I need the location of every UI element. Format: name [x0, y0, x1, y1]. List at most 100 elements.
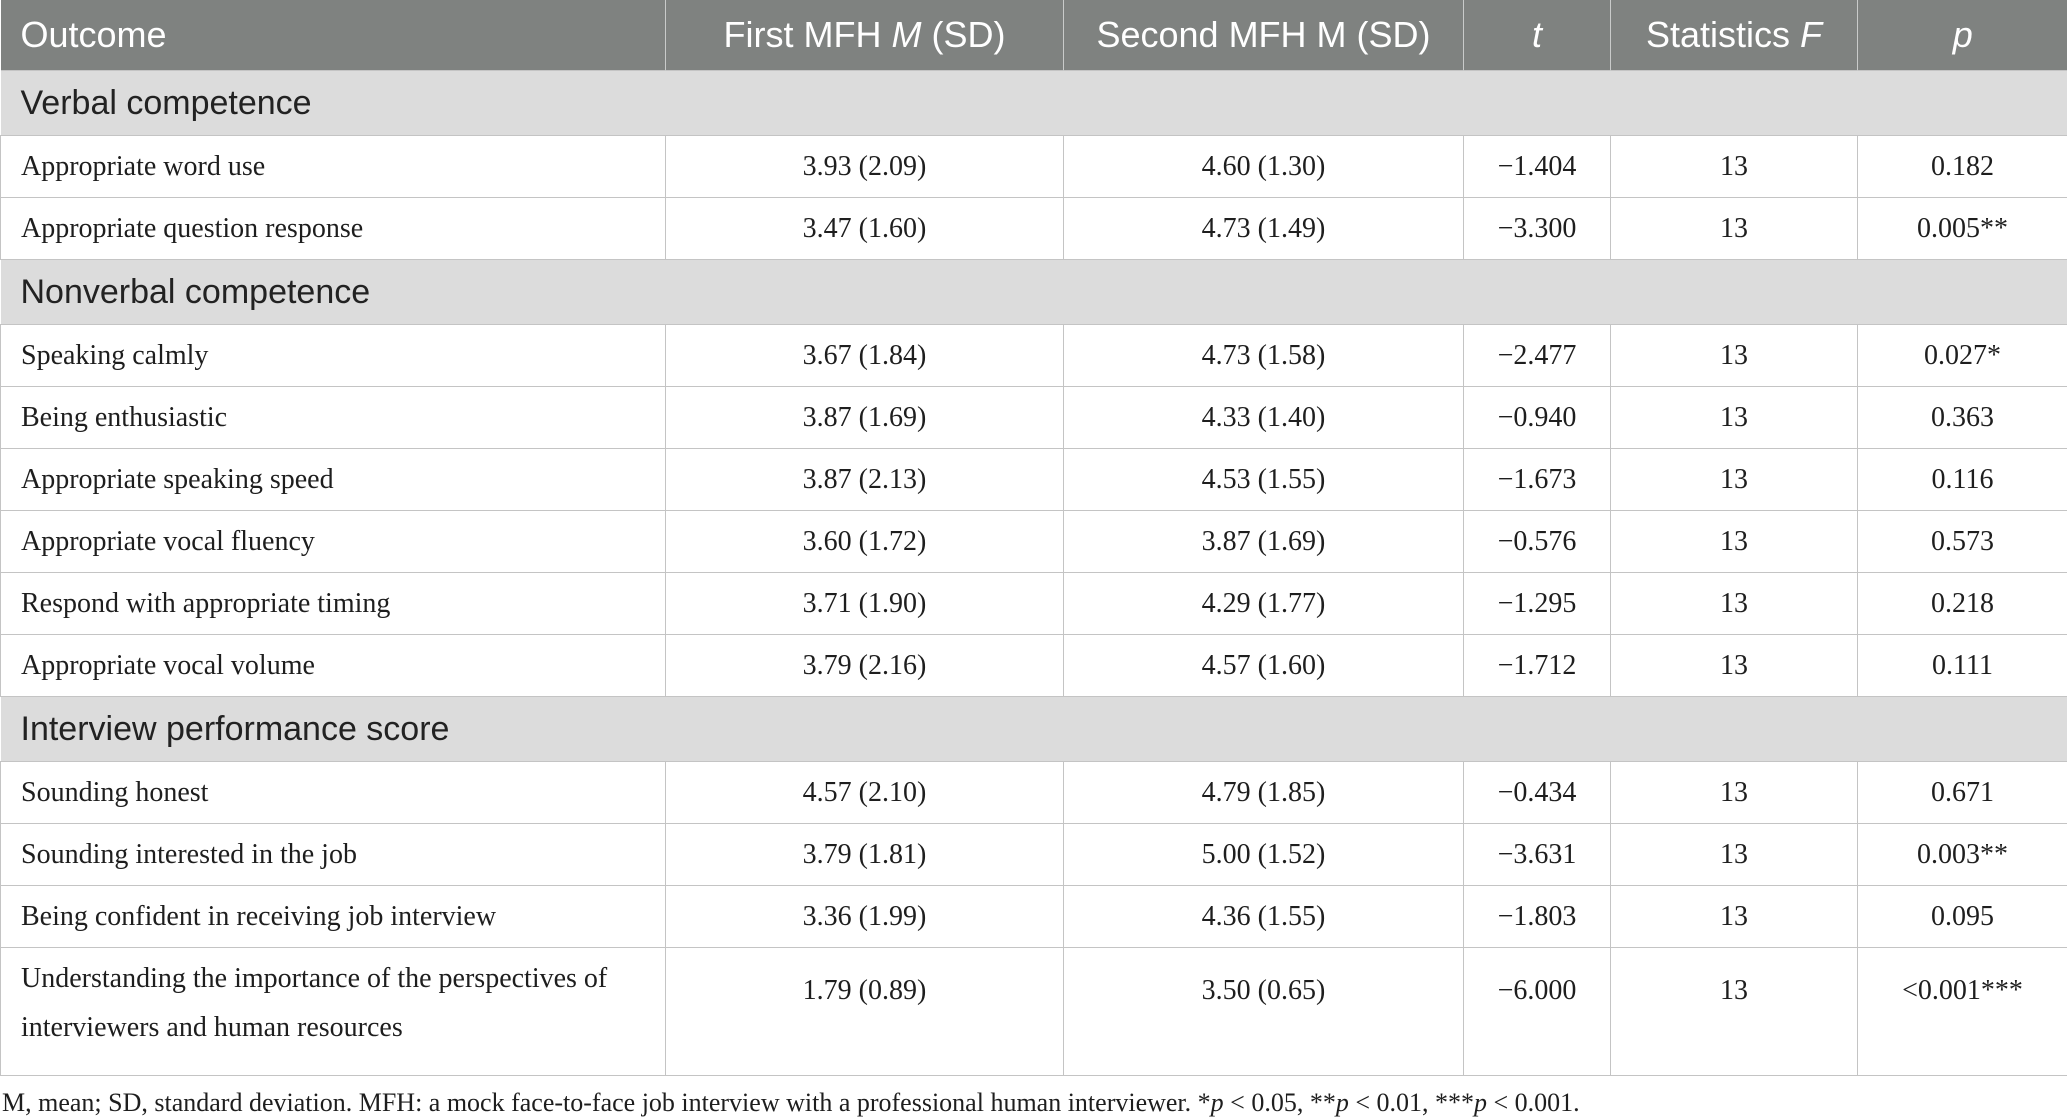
cell-t-value: −1.673: [1464, 449, 1611, 511]
cell-outcome: Understanding the importance of the pers…: [1, 948, 666, 1076]
cell-second-mfh: 4.33 (1.40): [1064, 387, 1464, 449]
table-row: Being confident in receiving job intervi…: [1, 886, 2067, 948]
cell-first-mfh: 3.36 (1.99): [666, 886, 1064, 948]
cell-f-statistic: 13: [1611, 762, 1858, 824]
cell-f-statistic: 13: [1611, 635, 1858, 697]
footnote-text-4: < 0.001.: [1487, 1088, 1580, 1117]
cell-t-value: −1.295: [1464, 573, 1611, 635]
cell-t-value: −1.404: [1464, 136, 1611, 198]
section-title: Verbal competence: [1, 71, 2067, 136]
cell-first-mfh: 3.93 (2.09): [666, 136, 1064, 198]
cell-second-mfh: 3.87 (1.69): [1064, 511, 1464, 573]
cell-first-mfh: 4.57 (2.10): [666, 762, 1064, 824]
header-first-mfh-prefix: First MFH: [724, 14, 892, 55]
cell-outcome: Being confident in receiving job intervi…: [1, 886, 666, 948]
table-row: Understanding the importance of the pers…: [1, 948, 2067, 1076]
cell-f-statistic: 13: [1611, 387, 1858, 449]
table-footnote: M, mean; SD, standard deviation. MFH: a …: [2, 1088, 2067, 1118]
cell-p-value: 0.573: [1858, 511, 2067, 573]
cell-f-statistic: 13: [1611, 136, 1858, 198]
cell-t-value: −0.940: [1464, 387, 1611, 449]
header-second-mfh: Second MFH M (SD): [1064, 0, 1464, 71]
cell-t-value: −0.434: [1464, 762, 1611, 824]
cell-outcome: Respond with appropriate timing: [1, 573, 666, 635]
cell-p-value: 0.182: [1858, 136, 2067, 198]
header-t-symbol: t: [1532, 14, 1542, 55]
cell-p-value: 0.671: [1858, 762, 2067, 824]
section-header-row: Nonverbal competence: [1, 260, 2067, 325]
cell-p-value: 0.218: [1858, 573, 2067, 635]
cell-t-value: −1.712: [1464, 635, 1611, 697]
header-first-mfh: First MFH M (SD): [666, 0, 1064, 71]
cell-outcome: Appropriate word use: [1, 136, 666, 198]
footnote-text-3: < 0.01, ***: [1349, 1088, 1474, 1117]
cell-second-mfh: 4.36 (1.55): [1064, 886, 1464, 948]
cell-outcome: Speaking calmly: [1, 325, 666, 387]
cell-f-statistic: 13: [1611, 198, 1858, 260]
section-header-row: Verbal competence: [1, 71, 2067, 136]
cell-p-value: 0.111: [1858, 635, 2067, 697]
cell-outcome: Appropriate vocal fluency: [1, 511, 666, 573]
header-outcome-label: Outcome: [21, 14, 167, 55]
cell-t-value: −2.477: [1464, 325, 1611, 387]
cell-second-mfh: 4.60 (1.30): [1064, 136, 1464, 198]
header-t: t: [1464, 0, 1611, 71]
cell-second-mfh: 4.73 (1.58): [1064, 325, 1464, 387]
cell-f-statistic: 13: [1611, 573, 1858, 635]
results-table: Outcome First MFH M (SD) Second MFH M (S…: [0, 0, 2067, 1076]
cell-outcome: Sounding honest: [1, 762, 666, 824]
footnote-p-symbol-1: p: [1211, 1088, 1224, 1117]
cell-p-value: 0.005**: [1858, 198, 2067, 260]
cell-t-value: −3.631: [1464, 824, 1611, 886]
header-first-mfh-mean-symbol: M: [891, 14, 921, 55]
cell-second-mfh: 5.00 (1.52): [1064, 824, 1464, 886]
cell-p-value: 0.363: [1858, 387, 2067, 449]
cell-second-mfh: 3.50 (0.65): [1064, 948, 1464, 1076]
footnote-text-1: M, mean; SD, standard deviation. MFH: a …: [2, 1088, 1211, 1117]
header-statistics-f: Statistics F: [1611, 0, 1858, 71]
header-outcome: Outcome: [1, 0, 666, 71]
cell-p-value: 0.116: [1858, 449, 2067, 511]
section-title: Nonverbal competence: [1, 260, 2067, 325]
section-header-row: Interview performance score: [1, 697, 2067, 762]
cell-second-mfh: 4.29 (1.77): [1064, 573, 1464, 635]
cell-p-value: 0.003**: [1858, 824, 2067, 886]
cell-f-statistic: 13: [1611, 511, 1858, 573]
header-p: p: [1858, 0, 2067, 71]
cell-p-value: 0.095: [1858, 886, 2067, 948]
cell-f-statistic: 13: [1611, 449, 1858, 511]
header-f-symbol: F: [1800, 14, 1822, 55]
cell-t-value: −3.300: [1464, 198, 1611, 260]
table-header: Outcome First MFH M (SD) Second MFH M (S…: [1, 0, 2067, 71]
cell-t-value: −1.803: [1464, 886, 1611, 948]
cell-first-mfh: 3.87 (1.69): [666, 387, 1064, 449]
section-title: Interview performance score: [1, 697, 2067, 762]
cell-outcome: Being enthusiastic: [1, 387, 666, 449]
cell-f-statistic: 13: [1611, 325, 1858, 387]
cell-f-statistic: 13: [1611, 886, 1858, 948]
header-row: Outcome First MFH M (SD) Second MFH M (S…: [1, 0, 2067, 71]
cell-outcome: Appropriate question response: [1, 198, 666, 260]
header-statistics-prefix: Statistics: [1646, 14, 1800, 55]
cell-first-mfh: 3.79 (1.81): [666, 824, 1064, 886]
cell-f-statistic: 13: [1611, 948, 1858, 1076]
cell-p-value: 0.027*: [1858, 325, 2067, 387]
cell-p-value: <0.001***: [1858, 948, 2067, 1076]
cell-second-mfh: 4.73 (1.49): [1064, 198, 1464, 260]
cell-first-mfh: 3.71 (1.90): [666, 573, 1064, 635]
cell-first-mfh: 3.67 (1.84): [666, 325, 1064, 387]
cell-first-mfh: 3.79 (2.16): [666, 635, 1064, 697]
footnote-p-symbol-2: p: [1336, 1088, 1349, 1117]
